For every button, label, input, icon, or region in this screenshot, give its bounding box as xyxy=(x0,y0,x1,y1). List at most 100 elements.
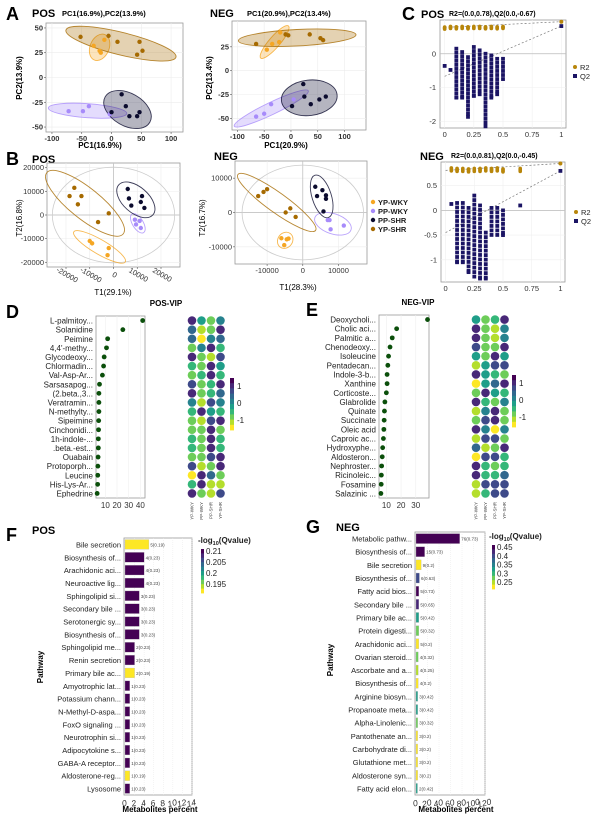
q2-point xyxy=(495,233,500,237)
legend-marker-r2 xyxy=(574,210,578,214)
q2-point xyxy=(489,89,494,94)
data-point-pp-shr xyxy=(138,199,144,205)
data-point-yp-shr xyxy=(67,193,72,199)
plot-frame xyxy=(378,314,430,499)
q2-point xyxy=(455,260,459,265)
pathway-bar xyxy=(124,744,130,756)
q2-point xyxy=(489,228,494,233)
heatmap-cell xyxy=(206,316,216,325)
heatmap-cell xyxy=(197,352,206,362)
q2-point xyxy=(489,65,494,70)
metabolite-label: Solanidine xyxy=(56,326,94,335)
pathway-bar xyxy=(415,730,418,741)
data-point-pp-shr xyxy=(317,97,322,102)
data-point-yp-wky xyxy=(91,43,96,48)
r2-point xyxy=(455,166,459,171)
q2-point xyxy=(478,230,482,235)
x-tick-label: 120 xyxy=(476,796,493,809)
q2-point xyxy=(466,219,471,224)
q2-point xyxy=(466,99,470,104)
y-tick-label: 0 xyxy=(433,206,437,215)
pathway-label: Neurotrophin si... xyxy=(64,733,121,742)
bar-value-label: 3(0.23) xyxy=(141,607,156,612)
colorbar-title: -log10(Qvalue) xyxy=(489,532,542,543)
q2-point xyxy=(559,24,564,28)
x-tick-label: 20000 xyxy=(151,266,174,284)
q2-point xyxy=(466,233,471,237)
bar-value-label: 4(0.23) xyxy=(146,581,161,586)
q2-point xyxy=(454,91,459,96)
pathway-label: Ovarian steroid... xyxy=(355,653,412,662)
q2-point xyxy=(483,96,488,101)
heatmap-cell xyxy=(206,334,216,344)
x-tick-label: 0 xyxy=(289,132,293,141)
heatmap-cell xyxy=(206,434,216,444)
colorbar-segment xyxy=(201,560,204,563)
pathway-bar xyxy=(124,642,135,653)
q2-point xyxy=(483,262,488,267)
x-tick-label: -100 xyxy=(230,132,245,141)
bar-value-label: 15(0.73) xyxy=(426,550,443,555)
y-tick-label: 50 xyxy=(35,23,43,32)
pathway-label: Propanoate meta... xyxy=(348,706,412,715)
heatmap-cell xyxy=(206,407,216,416)
q2-point xyxy=(501,226,505,231)
x-tick-label: 100 xyxy=(165,134,178,143)
pathway-bar xyxy=(124,539,150,550)
heatmap-cell xyxy=(481,370,490,379)
data-point-pp-shr xyxy=(109,109,114,115)
q2-point xyxy=(472,225,477,229)
vip-point xyxy=(389,335,395,341)
q2-point xyxy=(478,217,482,221)
heatmap-cell xyxy=(187,352,197,362)
q2-point xyxy=(455,205,459,210)
q2-point xyxy=(460,66,465,71)
q2-point xyxy=(478,212,482,217)
heatmap-cell xyxy=(500,470,509,480)
pathway-label: FoxO signaling ... xyxy=(63,720,121,729)
q2-point xyxy=(478,257,482,262)
colorbar-segment xyxy=(230,385,234,389)
x-tick-label: 12 xyxy=(176,797,188,809)
legend-marker-q2 xyxy=(574,219,578,223)
pathway-bar xyxy=(124,603,140,614)
q2-point xyxy=(489,57,494,62)
metabolite-label: Fosamine xyxy=(341,480,377,489)
group-ellipse-yp-shr xyxy=(237,28,357,47)
heatmap-cell xyxy=(500,342,509,352)
pathway-label: GABA-A receptor... xyxy=(58,759,121,768)
heatmap-cell xyxy=(216,461,225,471)
data-point-pp-shr xyxy=(308,101,313,107)
q2-point xyxy=(460,70,465,75)
colorbar-segment xyxy=(512,380,516,384)
chart-title: POS-VIP xyxy=(150,299,183,308)
q2-point xyxy=(466,206,471,210)
heatmap-cell xyxy=(471,434,481,443)
q2-point xyxy=(489,224,494,228)
heatmap-cell xyxy=(216,407,225,416)
q2-point xyxy=(483,55,488,60)
group-ellipse-pp-shr xyxy=(309,174,334,219)
pathway-bar xyxy=(415,783,418,794)
permutation-pos-chart: POS R2=(0.0,0.78),Q2(0.0,-0.67) 0 0.25 0.5… xyxy=(421,9,590,139)
metabolite-label: Succinate xyxy=(341,416,377,425)
data-point-yp-shr xyxy=(264,186,270,192)
q2-point xyxy=(477,52,482,57)
x-tick-label: 0 xyxy=(443,130,447,139)
heatmap-cell xyxy=(216,389,225,398)
data-point-pp-shr xyxy=(302,94,307,99)
q2-point xyxy=(477,48,482,53)
heatmap-cell xyxy=(197,389,206,398)
x-axis-label: Metabolites percent xyxy=(418,805,493,814)
y-tick-label: -2 xyxy=(429,117,436,126)
q2-point xyxy=(478,262,482,266)
q2-point xyxy=(472,229,477,234)
metabolite-label: Indole-3-b... xyxy=(333,370,376,379)
heatmap-cell xyxy=(206,379,216,389)
data-point-pp-wky xyxy=(253,114,259,119)
metabolite-label: Ouabain xyxy=(63,453,93,462)
q2-point xyxy=(495,206,500,210)
q2-point xyxy=(483,80,488,84)
heatmap-cell xyxy=(471,470,481,480)
q2-point xyxy=(495,60,500,65)
